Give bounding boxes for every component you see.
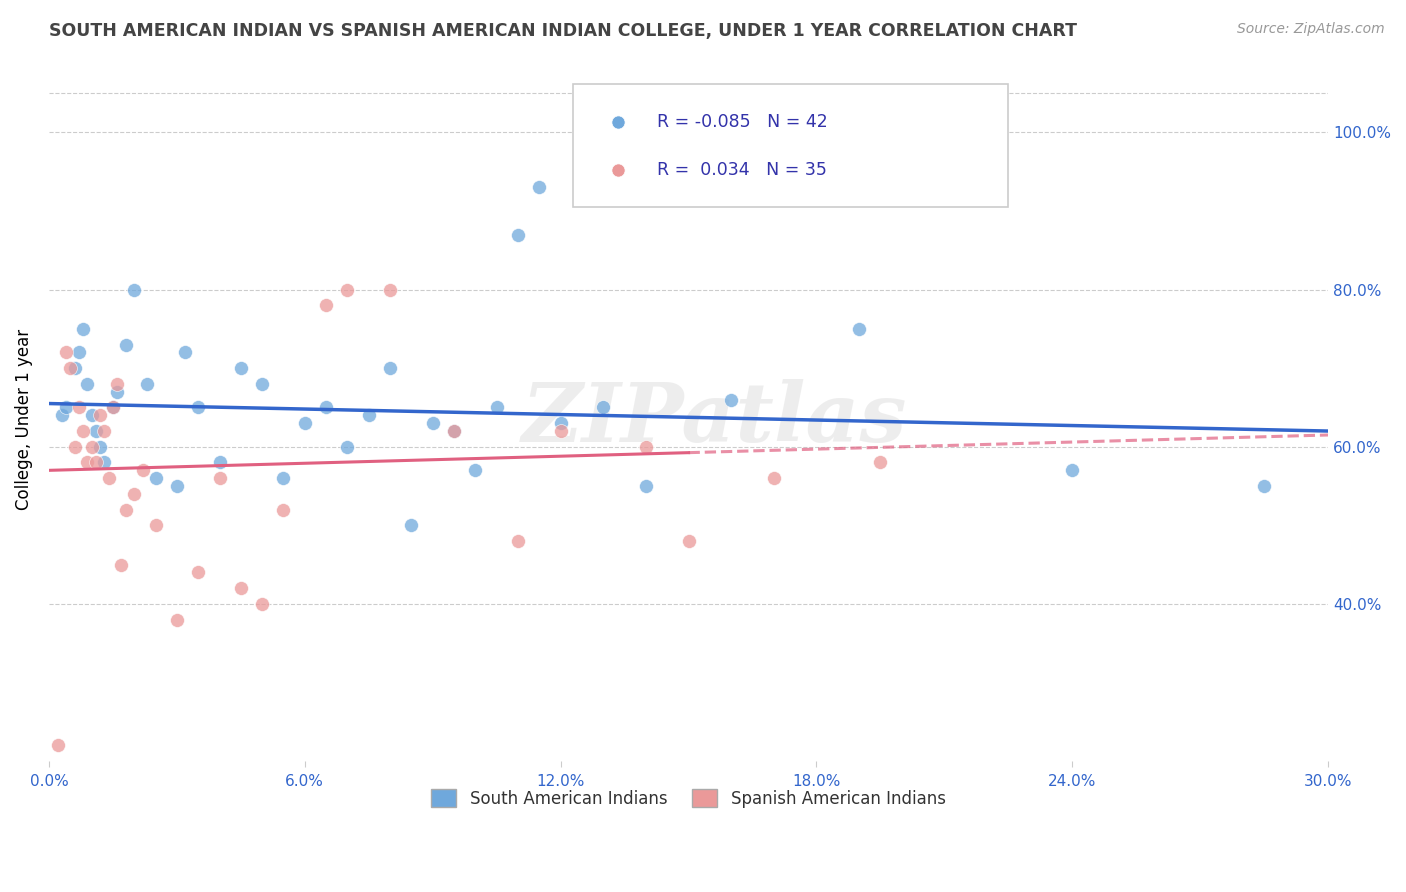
Point [229, 361, 252, 376]
Point [378, 361, 401, 376]
Point [105, 376, 128, 391]
Point [1062, 463, 1084, 477]
Point [250, 597, 273, 611]
Point [63, 361, 86, 376]
Point [401, 518, 423, 533]
Point [848, 322, 870, 336]
Text: R =  0.034   N = 35: R = 0.034 N = 35 [657, 161, 827, 179]
Point [229, 581, 252, 595]
Point [550, 416, 572, 430]
Point [464, 463, 486, 477]
Point [89, 440, 111, 454]
Point [114, 337, 136, 351]
Point [93, 424, 115, 438]
Point [63, 440, 86, 454]
Point [84, 455, 107, 469]
Point [84, 424, 107, 438]
Point [132, 463, 155, 477]
Point [89, 409, 111, 423]
Point [67, 401, 90, 415]
Point [273, 502, 295, 516]
Point [76, 455, 98, 469]
Point [485, 401, 508, 415]
Point [208, 471, 231, 485]
Y-axis label: College, Under 1 year: College, Under 1 year [15, 328, 32, 510]
Point [443, 424, 465, 438]
Point [110, 558, 132, 572]
Point [869, 455, 891, 469]
Point [97, 471, 120, 485]
Text: SOUTH AMERICAN INDIAN VS SPANISH AMERICAN INDIAN COLLEGE, UNDER 1 YEAR CORRELATI: SOUTH AMERICAN INDIAN VS SPANISH AMERICA… [49, 22, 1077, 40]
Point [59, 361, 82, 376]
Point [378, 283, 401, 297]
Point [114, 502, 136, 516]
Point [273, 471, 295, 485]
Point [506, 227, 529, 242]
Point [67, 345, 90, 359]
Point [76, 376, 98, 391]
Point [443, 424, 465, 438]
FancyBboxPatch shape [574, 84, 1008, 207]
Point [55, 401, 77, 415]
Point [678, 534, 700, 549]
Text: R = -0.085   N = 42: R = -0.085 N = 42 [657, 112, 827, 131]
Point [336, 440, 359, 454]
Point [166, 479, 188, 493]
Point [80, 440, 103, 454]
Point [250, 376, 273, 391]
Point [72, 424, 94, 438]
Point [166, 613, 188, 627]
Point [51, 409, 73, 423]
Point [315, 401, 337, 415]
Point [294, 416, 316, 430]
Point [187, 566, 209, 580]
Point [315, 298, 337, 312]
Point [55, 345, 77, 359]
Point [336, 283, 359, 297]
Point [506, 534, 529, 549]
Point [720, 392, 742, 407]
Point [529, 180, 551, 194]
Text: Source: ZipAtlas.com: Source: ZipAtlas.com [1237, 22, 1385, 37]
Legend: South American Indians, Spanish American Indians: South American Indians, Spanish American… [425, 783, 952, 814]
Point [101, 401, 124, 415]
Point [208, 455, 231, 469]
Point [592, 401, 614, 415]
Point [550, 424, 572, 438]
Point [80, 409, 103, 423]
Text: ZIPatlas: ZIPatlas [522, 379, 907, 459]
Point [72, 322, 94, 336]
Point [762, 471, 785, 485]
Point [634, 479, 657, 493]
Point [187, 401, 209, 415]
Point [122, 283, 145, 297]
Point [357, 409, 380, 423]
Point [105, 384, 128, 399]
Point [136, 376, 159, 391]
Point [101, 401, 124, 415]
Point [145, 518, 167, 533]
Point [46, 739, 69, 753]
Point [93, 455, 115, 469]
Point [122, 487, 145, 501]
Point [1253, 479, 1275, 493]
Point [634, 440, 657, 454]
Point [145, 471, 167, 485]
Point [174, 345, 197, 359]
Point [422, 416, 444, 430]
